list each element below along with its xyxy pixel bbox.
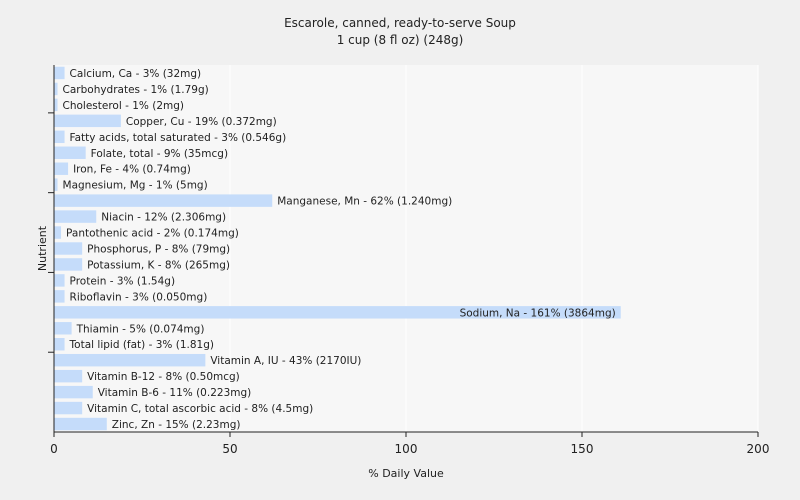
bar-label: Sodium, Na - 161% (3864mg)	[460, 307, 616, 319]
bar	[54, 242, 83, 255]
bar	[54, 322, 72, 335]
bar	[54, 162, 69, 175]
bar	[54, 98, 58, 112]
x-tick-label: 0	[50, 442, 58, 456]
bar	[54, 114, 121, 128]
bar	[54, 369, 83, 383]
bar	[54, 258, 83, 271]
bar-label: Potassium, K - 8% (265mg)	[87, 259, 230, 271]
bar	[54, 82, 58, 96]
bar-label: Copper, Cu - 19% (0.372mg)	[126, 116, 277, 128]
x-tick-label: 200	[747, 442, 770, 456]
x-axis-title: % Daily Value	[368, 467, 444, 480]
bar	[54, 353, 206, 367]
bar-label: Total lipid (fat) - 3% (1.81g)	[69, 339, 214, 351]
bar-label: Vitamin B-6 - 11% (0.223mg)	[98, 387, 252, 399]
x-tick-label: 50	[222, 442, 237, 456]
bar-label: Manganese, Mn - 62% (1.240mg)	[277, 196, 452, 208]
bar	[54, 226, 62, 239]
bar-label: Vitamin C, total ascorbic acid - 8% (4.5…	[87, 403, 313, 415]
x-tick-label: 100	[395, 442, 418, 456]
bar-label: Riboflavin - 3% (0.050mg)	[70, 291, 208, 303]
bar	[54, 290, 65, 303]
bar-label: Pantothenic acid - 2% (0.174mg)	[66, 228, 239, 240]
bar-label: Cholesterol - 1% (2mg)	[63, 100, 185, 112]
bar	[54, 178, 58, 191]
bar	[54, 130, 65, 144]
bar	[54, 338, 65, 351]
bar	[54, 194, 273, 207]
x-tick-label: 150	[571, 442, 594, 456]
bar-label: Phosphorus, P - 8% (79mg)	[87, 244, 230, 256]
bar	[54, 210, 97, 223]
bar-label: Folate, total - 9% (35mcg)	[91, 148, 228, 160]
bar	[54, 401, 83, 415]
bar-label: Vitamin B-12 - 8% (0.50mcg)	[87, 371, 240, 383]
bar	[54, 417, 107, 431]
bar-label: Fatty acids, total saturated - 3% (0.546…	[70, 132, 287, 144]
bar-label: Iron, Fe - 4% (0.74mg)	[73, 164, 191, 176]
chart-title: Escarole, canned, ready-to-serve Soup	[284, 16, 516, 30]
bar-label: Carbohydrates - 1% (1.79g)	[63, 84, 209, 96]
bar-label: Niacin - 12% (2.306mg)	[101, 212, 226, 224]
bar	[54, 146, 86, 159]
chart-subtitle: 1 cup (8 fl oz) (248g)	[336, 33, 464, 47]
y-axis-title: Nutrient	[36, 225, 49, 271]
bar	[54, 66, 65, 80]
bar-label: Calcium, Ca - 3% (32mg)	[70, 68, 202, 80]
bar-label: Thiamin - 5% (0.074mg)	[76, 323, 205, 335]
bar-label: Magnesium, Mg - 1% (5mg)	[63, 180, 208, 192]
bar-label: Protein - 3% (1.54g)	[70, 275, 176, 287]
bar	[54, 385, 93, 399]
bar	[54, 306, 621, 319]
bar-label: Vitamin A, IU - 43% (2170IU)	[210, 355, 361, 367]
bar	[54, 274, 65, 287]
bar-label: Zinc, Zn - 15% (2.23mg)	[112, 419, 241, 431]
